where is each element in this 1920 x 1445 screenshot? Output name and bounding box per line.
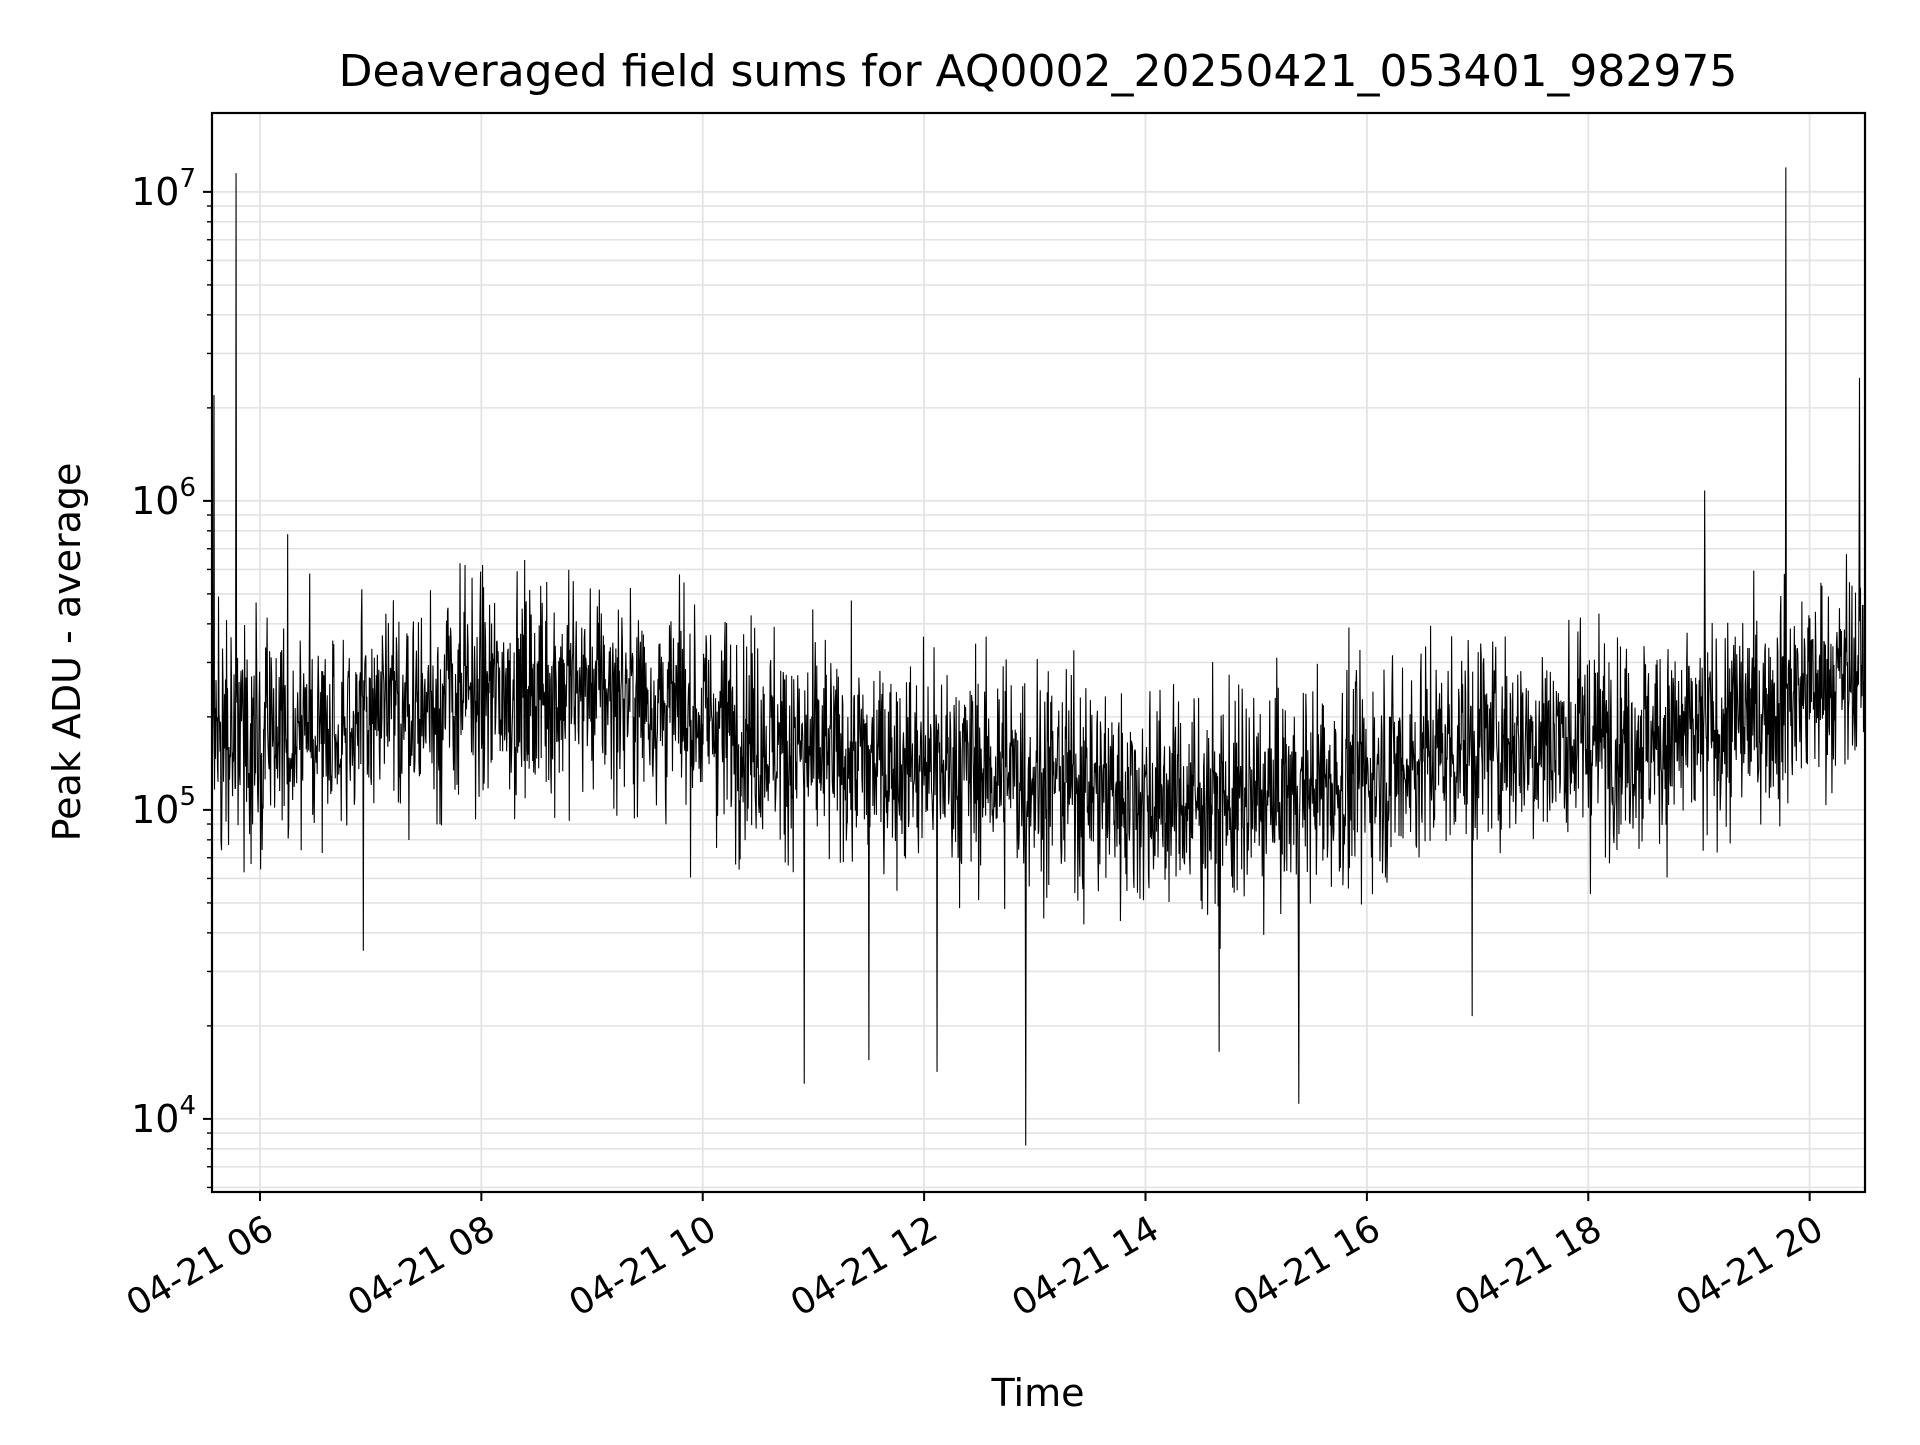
series-layer [211, 167, 1866, 1146]
chart-title: Deaveraged field sums for AQ0002_2025042… [339, 46, 1738, 97]
y-tick-label: 104 [131, 1091, 196, 1141]
y-axis-label: Peak ADU - average [45, 463, 89, 842]
y-tick-label: 107 [131, 164, 196, 214]
y-tick-label: 105 [131, 782, 196, 832]
y-tick-exponent: 5 [179, 782, 196, 812]
plot-frame [210, 111, 1867, 1194]
series-line [211, 167, 1866, 1146]
x-axis-label: Time [991, 1371, 1085, 1415]
y-tick-exponent: 4 [179, 1091, 196, 1121]
grid [212, 113, 1865, 1192]
y-tick-exponent: 6 [179, 473, 196, 503]
y-tick-exponent: 7 [179, 164, 196, 194]
